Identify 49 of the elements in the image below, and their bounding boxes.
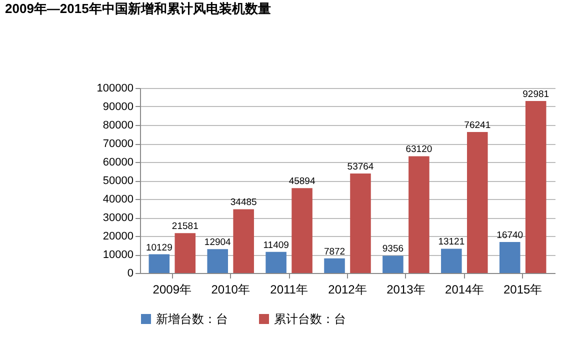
y-tick-label: 50000 — [102, 175, 134, 187]
bar — [350, 174, 371, 273]
bar — [292, 188, 312, 273]
data-label: 13121 — [438, 236, 465, 248]
y-tick-label: 80000 — [102, 120, 134, 132]
chart-title: 2009年—2015年中国新增和累计风电装机数量 — [5, 1, 271, 16]
bar — [233, 209, 254, 273]
x-tick-label: 2009年 — [152, 282, 192, 296]
bar — [266, 252, 286, 273]
data-label: 45894 — [288, 176, 316, 188]
bar — [467, 132, 488, 273]
data-label: 76241 — [464, 120, 491, 131]
y-tick-label: 0 — [127, 268, 134, 280]
y-tick-label: 100000 — [96, 82, 134, 94]
y-tick-label: 10000 — [102, 249, 134, 261]
x-tick-label: 2014年 — [445, 282, 484, 296]
x-tick-label: 2010年 — [211, 282, 250, 296]
data-label: 7872 — [324, 246, 346, 258]
x-tick-label: 2012年 — [328, 282, 367, 296]
bar — [382, 256, 404, 273]
data-label: 63120 — [406, 144, 432, 156]
data-label: 10129 — [146, 242, 172, 254]
data-label: 53764 — [347, 162, 374, 173]
data-label: 34485 — [230, 197, 257, 208]
data-label: 92981 — [522, 88, 550, 100]
x-tick-label: 2015年 — [504, 282, 542, 296]
y-tick-label: 60000 — [102, 156, 134, 168]
data-label: 9356 — [382, 244, 404, 255]
bar — [525, 100, 546, 273]
y-tick-label: 70000 — [102, 138, 134, 150]
bar — [207, 249, 228, 273]
bar — [499, 242, 520, 273]
y-tick-label: 90000 — [102, 101, 134, 113]
bar — [174, 233, 196, 273]
bar — [324, 258, 345, 273]
bar — [441, 248, 462, 273]
bar — [408, 156, 430, 273]
data-label: 12904 — [204, 237, 231, 248]
y-tick-label: 20000 — [102, 230, 134, 242]
y-tick-label: 30000 — [102, 212, 134, 224]
y-tick-label: 40000 — [102, 194, 134, 206]
data-label: 16740 — [496, 230, 524, 242]
x-tick-label: 2011年 — [270, 282, 308, 296]
legend-label: 累计台数：台 — [274, 312, 346, 326]
legend-label: 新增台数：台 — [156, 312, 228, 326]
data-label: 11409 — [263, 240, 289, 251]
x-tick-label: 2013年 — [386, 282, 426, 296]
data-label: 21581 — [172, 221, 198, 232]
bar — [148, 254, 170, 273]
